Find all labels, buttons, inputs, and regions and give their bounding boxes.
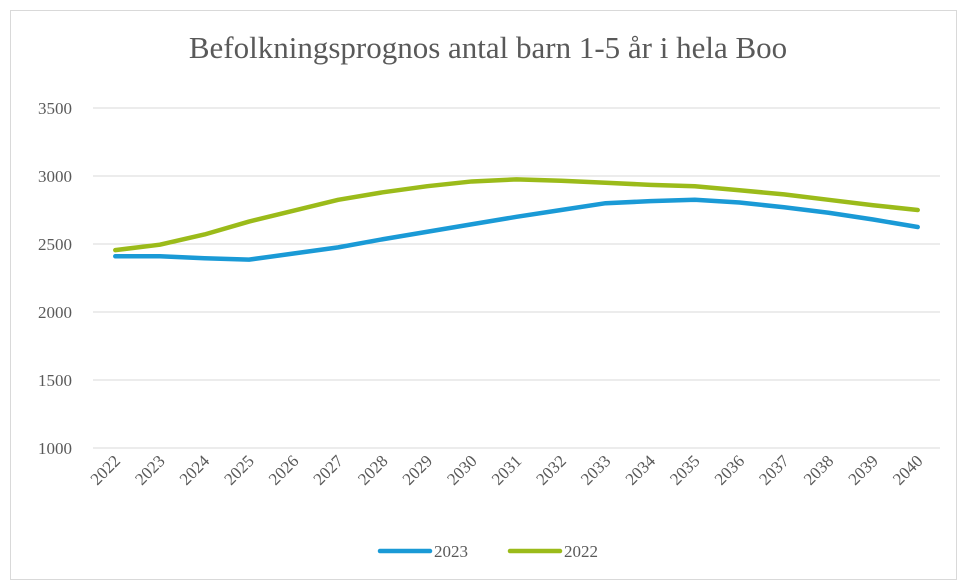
y-tick-label: 3500 <box>38 99 72 118</box>
y-tick-label: 2000 <box>38 303 72 322</box>
chart-border <box>10 10 957 580</box>
legend-label: 2023 <box>434 542 468 561</box>
legend-label: 2022 <box>564 542 598 561</box>
chart-title: Befolkningsprognos antal barn 1-5 år i h… <box>189 30 787 65</box>
y-tick-label: 2500 <box>38 235 72 254</box>
y-tick-label: 1500 <box>38 371 72 390</box>
series-line <box>113 197 920 262</box>
y-tick-label: 3000 <box>38 167 72 186</box>
y-tick-label: 1000 <box>38 439 72 458</box>
series-line <box>113 177 920 253</box>
